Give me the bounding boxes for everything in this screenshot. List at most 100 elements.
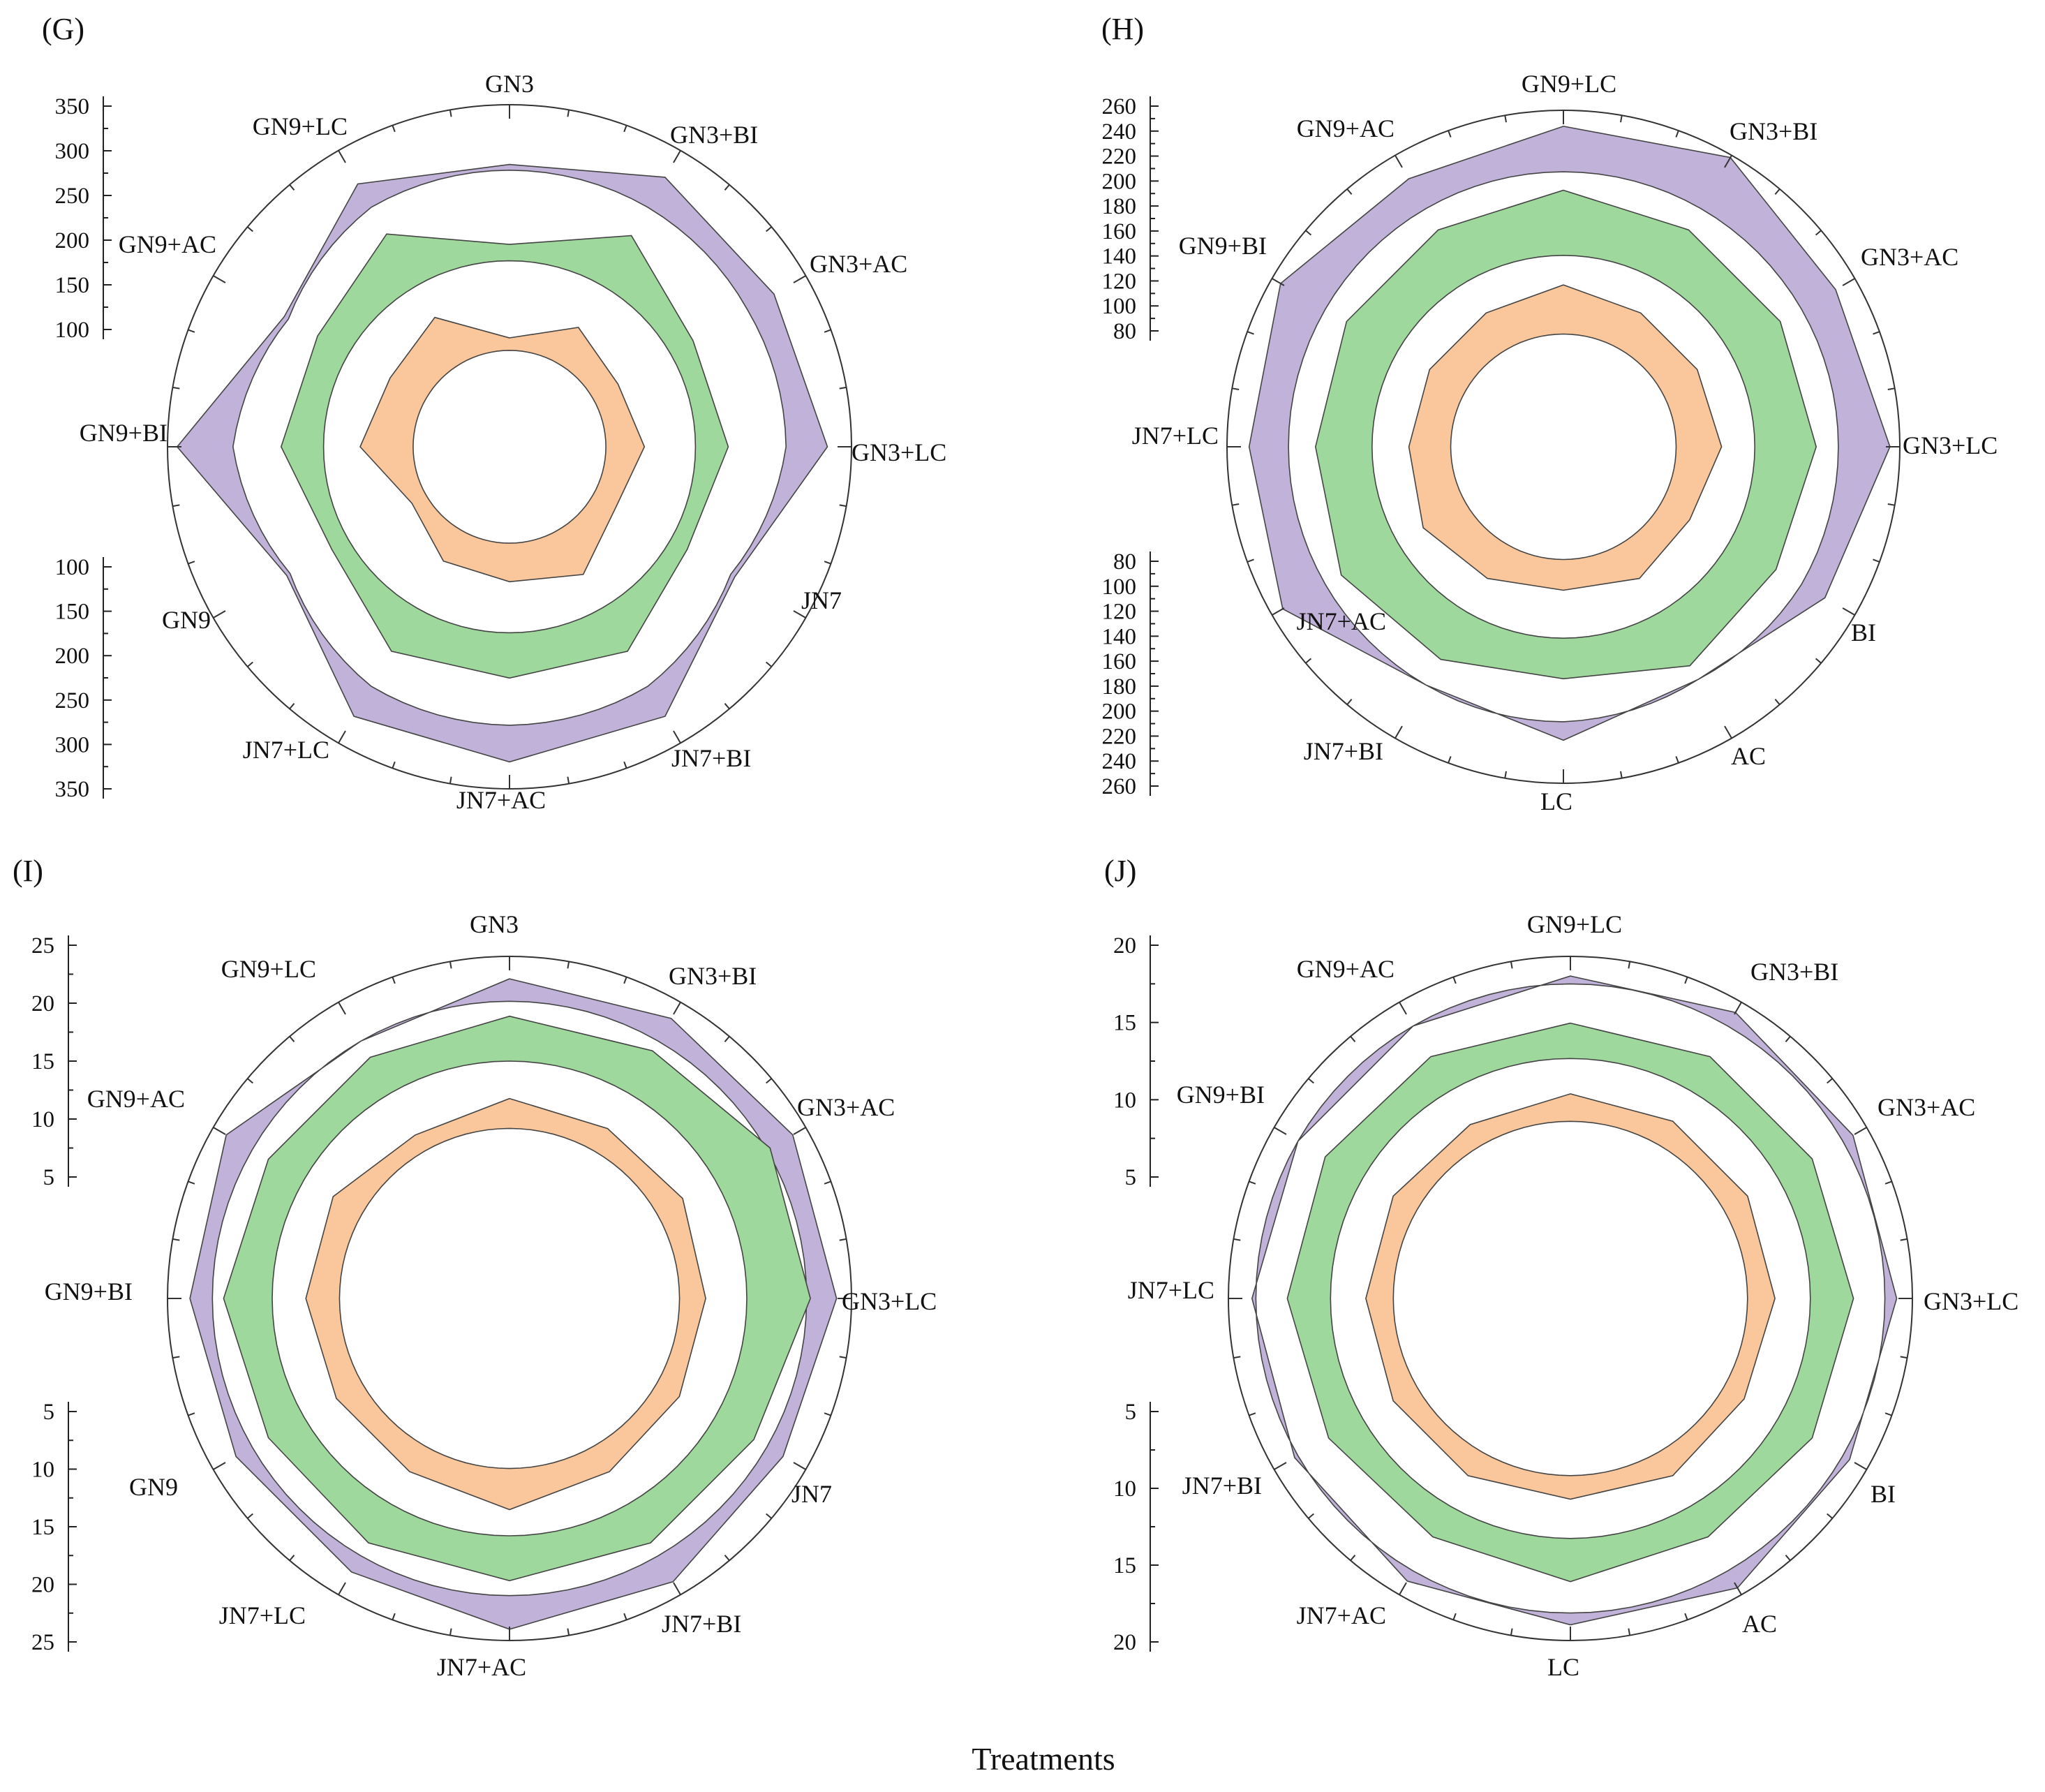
category-label: LC [1540, 787, 1572, 815]
tick-label: 240 [1102, 119, 1137, 145]
spoke-minor-tick [1346, 698, 1353, 705]
spoke-minor-tick [1233, 1238, 1241, 1241]
category-label: GN9+LC [253, 112, 348, 140]
spoke-minor-tick [1815, 230, 1822, 236]
spoke-minor-tick [289, 1035, 295, 1042]
category-label: GN3+BI [1750, 958, 1838, 986]
spoke-minor-tick [1873, 331, 1880, 335]
category-label: JN7 [801, 586, 842, 614]
x-axis-label: Treatments [972, 1741, 1115, 1777]
spoke-minor-tick [172, 386, 180, 390]
spoke-minor-tick [824, 329, 831, 333]
band-outer [189, 978, 838, 1630]
tick-label: 160 [1102, 649, 1137, 674]
category-label: GN9+BI [80, 419, 168, 447]
spoke-minor-tick [1620, 115, 1623, 123]
radial-axis-top: 350 300 250 200 150 100 [55, 94, 112, 343]
spoke-minor-tick [724, 703, 730, 710]
category-label: JN7+LC [1132, 422, 1219, 450]
spoke-minor-tick [1249, 1412, 1256, 1416]
tick-label: 350 [55, 777, 90, 802]
spoke-minor-tick [567, 961, 570, 969]
spoke-minor-tick [1307, 1078, 1314, 1084]
category-label: GN3 [470, 910, 519, 938]
category-label: GN9+BI [1177, 1081, 1265, 1109]
spoke-minor-tick [449, 961, 452, 969]
tick-label: 200 [1102, 169, 1137, 194]
category-label: JN7+BI [1182, 1472, 1262, 1499]
spoke-minor-tick [623, 125, 627, 133]
spoke-minor-tick [567, 1628, 570, 1636]
spoke-minor-tick [392, 761, 396, 769]
tick-label: 5 [1125, 1400, 1137, 1425]
spoke-major-tick [793, 1127, 806, 1135]
spoke-minor-tick [1785, 1035, 1791, 1042]
band-inner [305, 1097, 706, 1511]
category-label: GN9+BI [1179, 232, 1267, 260]
category-label: LC [1547, 1653, 1579, 1681]
spoke-minor-tick [1675, 756, 1679, 764]
spoke-minor-tick [1900, 1356, 1908, 1359]
tick-label: 80 [1113, 319, 1136, 344]
tick-label: 5 [43, 1400, 55, 1425]
category-label: GN9+BI [45, 1278, 133, 1305]
tick-label: 80 [1113, 549, 1136, 575]
spoke-minor-tick [1815, 658, 1822, 664]
spoke-major-tick [213, 275, 226, 283]
spoke-minor-tick [1774, 188, 1780, 195]
spoke-minor-tick [289, 703, 295, 710]
spoke-minor-tick [766, 226, 773, 232]
band-inner [1365, 1093, 1776, 1500]
panel-label: (H) [1101, 12, 1144, 46]
spoke-major-tick [793, 275, 806, 283]
category-label: GN3 [485, 70, 534, 98]
panel-label: (G) [42, 12, 84, 46]
tick-label: 5 [1125, 1165, 1137, 1190]
spoke-minor-tick [824, 1412, 831, 1416]
spoke-major-tick [1272, 607, 1285, 616]
radial-axis-bottom: 5 10 15 20 25 [31, 1400, 77, 1655]
spoke-major-tick [1395, 155, 1403, 168]
band-middle [1314, 189, 1817, 680]
tick-label: 20 [31, 991, 54, 1016]
spoke-minor-tick [1233, 1356, 1241, 1359]
spoke-minor-tick [1448, 130, 1452, 138]
spoke-minor-tick [824, 561, 831, 565]
spoke-major-tick [1842, 607, 1855, 616]
spoke-minor-tick [623, 977, 627, 984]
spoke-minor-tick [1504, 771, 1507, 778]
tick-label: 100 [55, 555, 90, 580]
tick-label: 25 [31, 933, 54, 958]
spoke-minor-tick [839, 504, 847, 508]
tick-label: 15 [31, 1515, 54, 1540]
spoke-major-tick [673, 150, 681, 163]
category-label: JN7+BI [662, 1610, 741, 1638]
tick-label: 20 [1113, 933, 1136, 958]
spoke-minor-tick [289, 184, 295, 191]
spoke-minor-tick [392, 977, 396, 984]
radial-axis-top: 25 20 15 10 5 [31, 933, 77, 1190]
spoke-major-tick [213, 1462, 226, 1470]
spoke-minor-tick [1452, 1613, 1457, 1620]
category-label: GN3+AC [1877, 1093, 1975, 1121]
spoke-minor-tick [1452, 977, 1457, 984]
spoke-minor-tick [1247, 331, 1254, 335]
tick-label: 20 [1113, 1630, 1136, 1655]
category-label: GN3+AC [1861, 243, 1958, 271]
tick-label: 150 [55, 273, 90, 298]
category-label: JN7+LC [219, 1601, 306, 1629]
category-label: GN9+AC [1297, 955, 1395, 983]
tick-label: 180 [1102, 674, 1137, 699]
spoke-major-tick [213, 610, 226, 619]
tick-label: 260 [1102, 94, 1137, 119]
spoke-minor-tick [1232, 503, 1240, 506]
band-inner [359, 316, 646, 583]
band-outer [1251, 975, 1898, 1626]
category-label: GN3+LC [852, 438, 946, 466]
spoke-major-tick [1854, 1462, 1867, 1470]
category-label: GN9+LC [1527, 910, 1622, 938]
spoke-minor-tick [1827, 1078, 1834, 1084]
spoke-minor-tick [766, 661, 773, 667]
spoke-major-tick [1399, 1002, 1407, 1015]
spoke-major-tick [338, 1002, 346, 1015]
